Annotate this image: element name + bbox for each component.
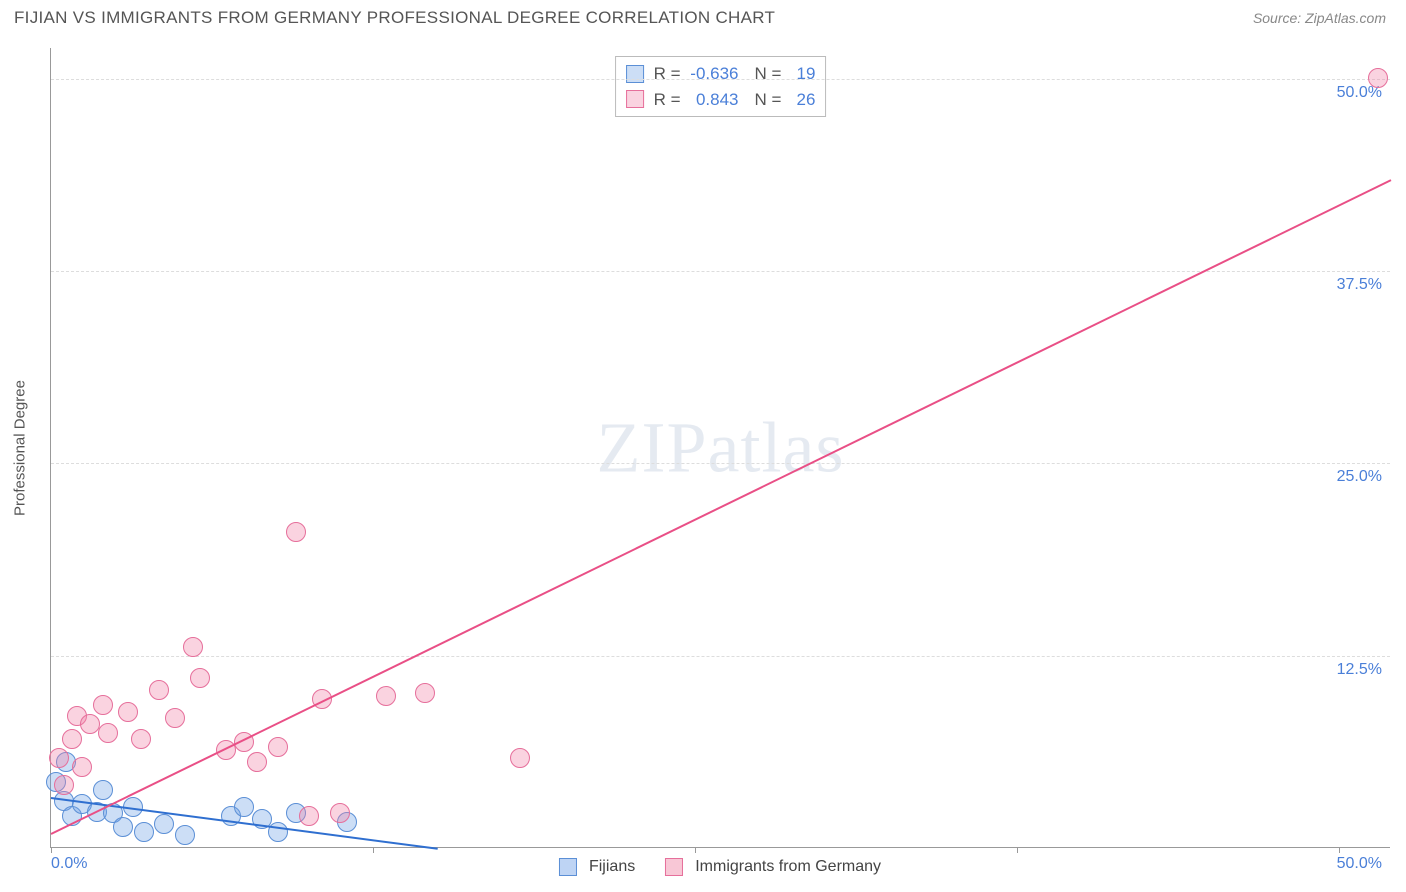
data-point (175, 825, 195, 845)
data-point (93, 695, 113, 715)
data-point (247, 752, 267, 772)
y-tick-label: 37.5% (1337, 276, 1382, 294)
data-point (93, 780, 113, 800)
series-legend: Fijians Immigrants from Germany (559, 858, 881, 876)
legend-label: Immigrants from Germany (695, 858, 881, 876)
scatter-plot: ZIPatlas R =-0.636 N =19 R =0.843 N =26 12.… (50, 48, 1390, 848)
data-point (62, 729, 82, 749)
data-point (268, 737, 288, 757)
watermark-part1: ZIP (597, 407, 708, 487)
stats-n-value: 19 (787, 61, 815, 87)
gridline (51, 271, 1390, 272)
data-point (72, 757, 92, 777)
legend-label: Fijians (589, 858, 635, 876)
y-tick-label: 12.5% (1337, 661, 1382, 679)
data-point (299, 806, 319, 826)
data-point (80, 714, 100, 734)
data-point (234, 797, 254, 817)
data-point (183, 637, 203, 657)
gridline (51, 79, 1390, 80)
x-tick (1017, 847, 1018, 853)
gridline (51, 463, 1390, 464)
legend-item: Fijians (559, 858, 635, 876)
data-point (49, 748, 69, 768)
stats-r-label: R = (654, 61, 681, 87)
data-point (510, 748, 530, 768)
stats-legend-row: R =0.843 N =26 (626, 87, 816, 113)
chart-header: FIJIAN VS IMMIGRANTS FROM GERMANY PROFES… (0, 0, 1406, 32)
watermark-part2: atlas (708, 407, 845, 487)
data-point (149, 680, 169, 700)
data-point (286, 522, 306, 542)
stats-legend: R =-0.636 N =19 R =0.843 N =26 (615, 56, 827, 117)
source-attribution: Source: ZipAtlas.com (1253, 10, 1386, 26)
gridline (51, 656, 1390, 657)
data-point (98, 723, 118, 743)
data-point (113, 817, 133, 837)
data-point (268, 822, 288, 842)
x-tick-label: 0.0% (51, 855, 87, 873)
x-tick (373, 847, 374, 853)
legend-swatch (665, 858, 683, 876)
data-point (190, 668, 210, 688)
x-tick-label: 50.0% (1337, 855, 1382, 873)
data-point (134, 822, 154, 842)
data-point (1368, 68, 1388, 88)
stats-n-label: N = (755, 87, 782, 113)
legend-item: Immigrants from Germany (665, 858, 881, 876)
stats-n-value: 26 (787, 87, 815, 113)
x-tick (51, 847, 52, 853)
legend-swatch (626, 65, 644, 83)
legend-swatch (559, 858, 577, 876)
data-point (415, 683, 435, 703)
data-point (54, 775, 74, 795)
trend-line (51, 179, 1392, 835)
data-point (131, 729, 151, 749)
chart-area: Professional Degree ZIPatlas R =-0.636N … (50, 48, 1390, 848)
data-point (165, 708, 185, 728)
chart-title: FIJIAN VS IMMIGRANTS FROM GERMANY PROFES… (14, 8, 775, 28)
data-point (154, 814, 174, 834)
stats-legend-row: R =-0.636 N =19 (626, 61, 816, 87)
stats-r-value: -0.636 (687, 61, 739, 87)
watermark: ZIPatlas (597, 406, 845, 489)
stats-n-label: N = (755, 61, 782, 87)
y-tick-label: 25.0% (1337, 468, 1382, 486)
data-point (118, 702, 138, 722)
y-axis-title: Professional Degree (12, 380, 29, 516)
x-tick (1339, 847, 1340, 853)
x-tick (695, 847, 696, 853)
stats-r-label: R = (654, 87, 681, 113)
legend-swatch (626, 90, 644, 108)
data-point (330, 803, 350, 823)
data-point (376, 686, 396, 706)
stats-r-value: 0.843 (687, 87, 739, 113)
